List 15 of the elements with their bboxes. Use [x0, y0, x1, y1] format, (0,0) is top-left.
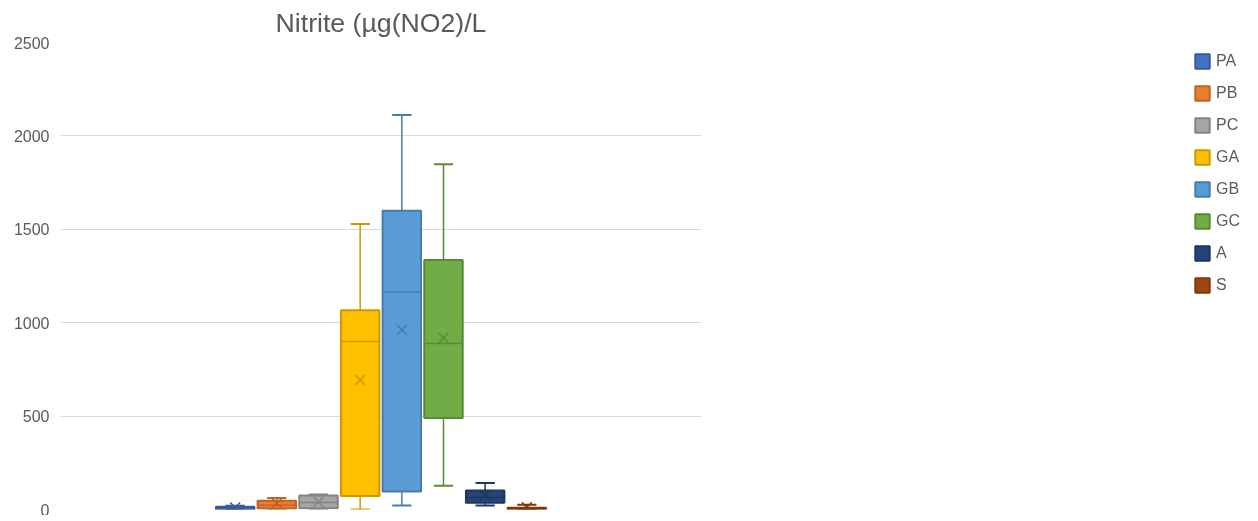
- y-tick-label: 1500: [13, 221, 50, 239]
- legend-label: GC: [1216, 212, 1240, 230]
- chart-title: Nitrite (µg(NO2)/L: [275, 7, 487, 38]
- y-tick-label: 2000: [13, 127, 50, 145]
- legend-label: A: [1216, 244, 1228, 262]
- legend-label: PB: [1216, 84, 1238, 102]
- y-tick-label: 0: [40, 501, 50, 519]
- y-tick-label: 2500: [13, 34, 50, 52]
- legend-label: PA: [1216, 52, 1237, 70]
- y-tick-label: 500: [22, 408, 50, 426]
- y-tick-label: 1000: [13, 314, 50, 332]
- legend-label: S: [1216, 276, 1228, 294]
- legend-label: GB: [1216, 180, 1240, 198]
- legend-label: GA: [1216, 148, 1240, 166]
- legend-label: PC: [1216, 116, 1239, 134]
